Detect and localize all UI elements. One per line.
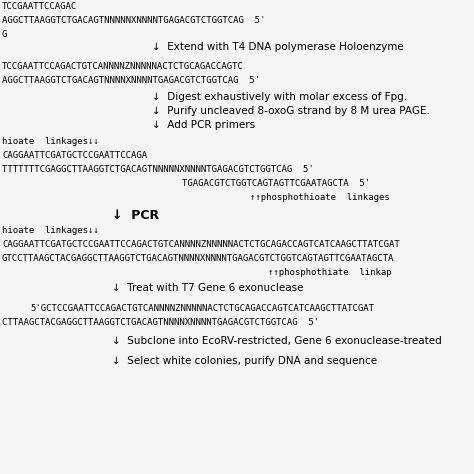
Text: ↓  Add PCR primers: ↓ Add PCR primers — [152, 120, 255, 130]
Text: ↑↑phosphothioate  linkages: ↑↑phosphothioate linkages — [250, 193, 390, 202]
Text: ↑↑phosphothiate  linkap: ↑↑phosphothiate linkap — [268, 268, 392, 277]
Text: AGGCTTAAGGTCTGACAGTNNNNXNNNNTGAGACGTCTGGTCAG  5': AGGCTTAAGGTCTGACAGTNNNNXNNNNTGAGACGTCTGG… — [2, 76, 260, 85]
Text: ↓  PCR: ↓ PCR — [112, 209, 159, 222]
Text: CAGGAATTCGATGCTCCGAATTCCAGA: CAGGAATTCGATGCTCCGAATTCCAGA — [2, 151, 147, 160]
Text: ↓  Select white colonies, purify DNA and sequence: ↓ Select white colonies, purify DNA and … — [112, 356, 377, 366]
Text: AGGCTTAAGGTCTGACAGTNNNNNXNNNNTGAGACGTCTGGTCAG  5': AGGCTTAAGGTCTGACAGTNNNNNXNNNNTGAGACGTCTG… — [2, 16, 265, 25]
Text: TCCGAATTCCAGACTGTCANNNNZNNNNNACTCTGCAGACCAGTC: TCCGAATTCCAGACTGTCANNNNZNNNNNACTCTGCAGAC… — [2, 62, 244, 71]
Text: CAGGAATTCGATGCTCCGAATTCCAGACTGTCANNNNZNNNNNACTCTGCAGACCAGTCATCAAGCTTATCGAT: CAGGAATTCGATGCTCCGAATTCCAGACTGTCANNNNZNN… — [2, 240, 400, 249]
Text: 5'GCTCCGAATTCCAGACTGTCANNNNZNNNNNACTCTGCAGACCAGTCATCAAGCTTATCGAT: 5'GCTCCGAATTCCAGACTGTCANNNNZNNNNNACTCTGC… — [30, 304, 374, 313]
Text: CTTAAGCTACGAGGCTTAAGGTCTGACAGTNNNNXNNNNTGAGACGTCTGGTCAG  5': CTTAAGCTACGAGGCTTAAGGTCTGACAGTNNNNXNNNNT… — [2, 318, 319, 327]
Text: ↓  Extend with T4 DNA polymerase Holoenzyme: ↓ Extend with T4 DNA polymerase Holoenzy… — [152, 42, 404, 52]
Text: ↓  Purify uncleaved 8-oxoG strand by 8 M urea PAGE.: ↓ Purify uncleaved 8-oxoG strand by 8 M … — [152, 106, 430, 116]
Text: TCCGAATTCCAGAC: TCCGAATTCCAGAC — [2, 2, 77, 11]
Text: TGAGACGTCTGGTCAGTAGTTCGAATAGCTA  5': TGAGACGTCTGGTCAGTAGTTCGAATAGCTA 5' — [182, 179, 370, 188]
Text: GTCCTTAAGCTACGAGGCTTAAGGTCTGACAGTNNNNXNNNNTGAGACGTCTGGTCAGTAGTTCGAATAGCTA: GTCCTTAAGCTACGAGGCTTAAGGTCTGACAGTNNNNXNN… — [2, 254, 394, 263]
Text: ↓  Digest exhaustively with molar excess of Fpg.: ↓ Digest exhaustively with molar excess … — [152, 92, 407, 102]
Text: TTTTTTTCGAGGCTTAAGGTCTGACAGTNNNNNXNNNNTGAGACGTCTGGTCAG  5': TTTTTTTCGAGGCTTAAGGTCTGACAGTNNNNNXNNNNTG… — [2, 165, 314, 174]
Text: ↓  Subclone into EcoRV-restricted, Gene 6 exonuclease-treated: ↓ Subclone into EcoRV-restricted, Gene 6… — [112, 336, 442, 346]
Text: ↓  Treat with T7 Gene 6 exonuclease: ↓ Treat with T7 Gene 6 exonuclease — [112, 283, 303, 293]
Text: hioate  linkages↓↓: hioate linkages↓↓ — [2, 137, 99, 146]
Text: hioate  linkages↓↓: hioate linkages↓↓ — [2, 226, 99, 235]
Text: G: G — [2, 30, 8, 39]
